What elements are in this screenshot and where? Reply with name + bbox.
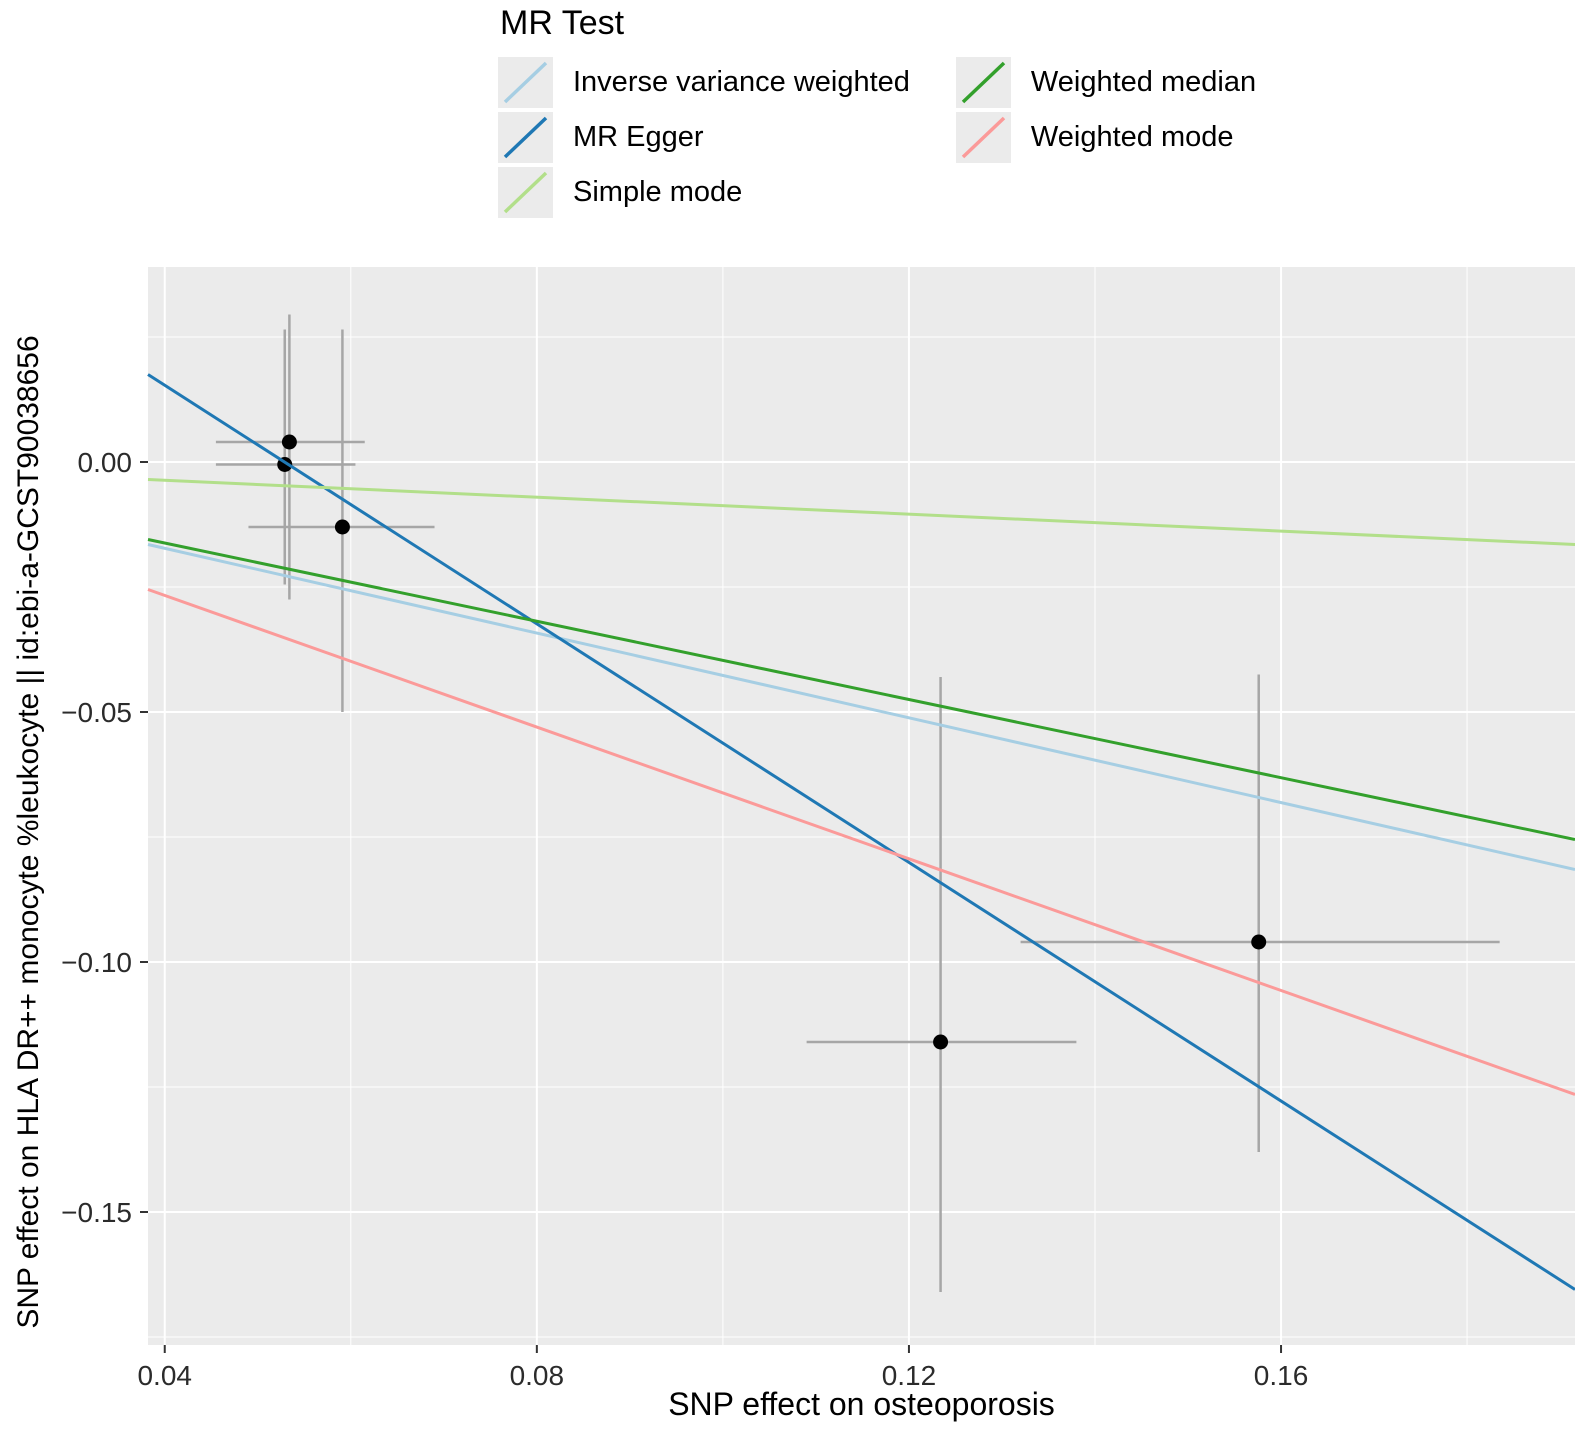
line-swatch-icon <box>503 116 548 159</box>
fit-line-weighted-mode <box>147 588 1575 1096</box>
line-swatch-icon <box>961 61 1006 104</box>
line-swatch-icon <box>961 116 1006 159</box>
x-tick-label: 0.12 <box>882 1360 937 1391</box>
fit-line-simple-mode <box>147 478 1575 546</box>
line-swatch-icon <box>503 61 548 104</box>
legend-label: Simple mode <box>573 176 743 208</box>
legend-key-weighted-median <box>955 57 1011 108</box>
legend-label: Inverse variance weighted <box>573 66 910 98</box>
x-tick-label: 0.08 <box>510 1360 565 1391</box>
fit-line-weighted-median <box>147 538 1575 841</box>
y-tick-label: −0.05 <box>61 697 132 728</box>
y-tick-label: −0.10 <box>61 947 132 978</box>
fit-line-mr-egger <box>147 373 1575 1291</box>
legend-column-1: Inverse variance weighted MR Egger <box>498 55 910 220</box>
legend-key-inverse-variance-weighted <box>498 57 553 108</box>
mr-test-legend: MR Test Inverse variance weighted <box>498 0 1256 220</box>
legend-item-mr-egger: MR Egger <box>498 110 910 165</box>
legend-item-simple-mode: Simple mode <box>498 165 910 220</box>
data-point <box>334 519 350 535</box>
legend-item-inverse-variance-weighted: Inverse variance weighted <box>498 55 910 110</box>
x-tick-label: 0.16 <box>1254 1360 1309 1391</box>
legend-columns: Inverse variance weighted MR Egger <box>498 55 1256 220</box>
legend-item-weighted-median: Weighted median <box>955 55 1257 110</box>
y-tick-label: 0.00 <box>78 447 133 478</box>
x-axis-title: SNP effect on osteoporosis <box>668 1386 1055 1422</box>
legend-column-2: Weighted median Weighted mode <box>955 55 1257 165</box>
legend-title: MR Test <box>500 4 625 42</box>
y-axis-title: SNP effect on HLA DR++ monocyte %leukocy… <box>12 335 45 1329</box>
legend-label: Weighted median <box>1030 66 1257 98</box>
x-tick-label: 0.04 <box>137 1360 192 1391</box>
legend-key-simple-mode <box>498 167 553 218</box>
data-point <box>933 1034 949 1050</box>
data-point <box>1251 934 1267 950</box>
legend-label: MR Egger <box>573 121 704 153</box>
y-tick-label: −0.15 <box>61 1197 132 1228</box>
legend-item-weighted-mode: Weighted mode <box>955 110 1256 165</box>
line-swatch-icon <box>503 171 548 214</box>
fit-line-inverse-variance-weighted <box>147 543 1575 871</box>
legend-key-weighted-mode <box>955 112 1011 163</box>
plot-panel <box>148 267 1575 1345</box>
legend-key-mr-egger <box>498 112 553 163</box>
legend-label: Weighted mode <box>1030 121 1234 153</box>
data-point <box>281 434 297 450</box>
